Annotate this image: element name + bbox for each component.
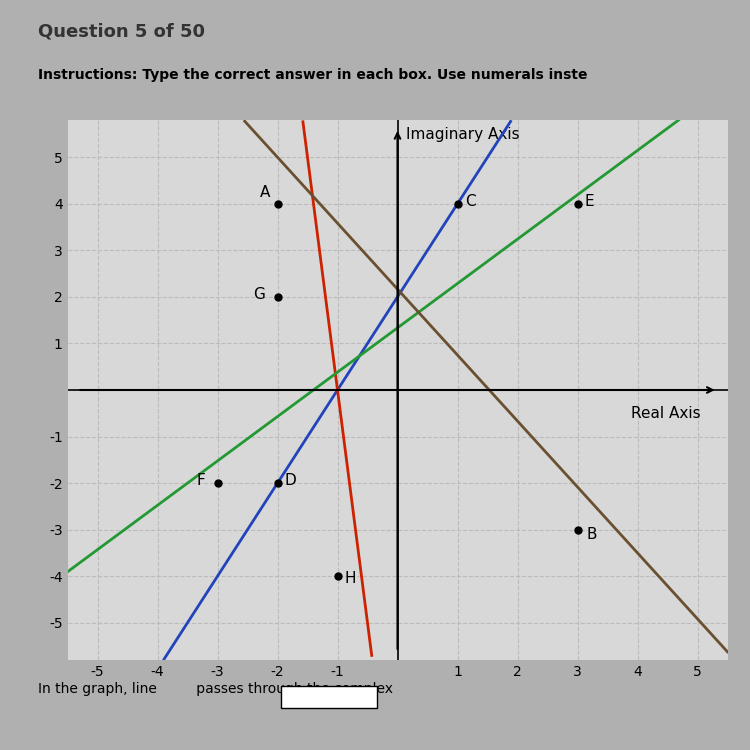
Text: Imaginary Axis: Imaginary Axis [406, 127, 520, 142]
Text: In the graph, line         passes through the complex: In the graph, line passes through the co… [38, 682, 392, 697]
Text: A: A [260, 184, 270, 200]
Text: C: C [465, 194, 476, 209]
Text: E: E [585, 194, 594, 209]
Text: Instructions: Type the correct answer in each box. Use numerals inste: Instructions: Type the correct answer in… [38, 68, 587, 82]
Text: H: H [345, 571, 356, 586]
Text: B: B [586, 526, 597, 542]
Text: Real Axis: Real Axis [632, 406, 701, 422]
Text: F: F [196, 473, 206, 488]
Text: G: G [254, 287, 266, 302]
Text: Question 5 of 50: Question 5 of 50 [38, 22, 205, 40]
Text: D: D [285, 473, 296, 488]
